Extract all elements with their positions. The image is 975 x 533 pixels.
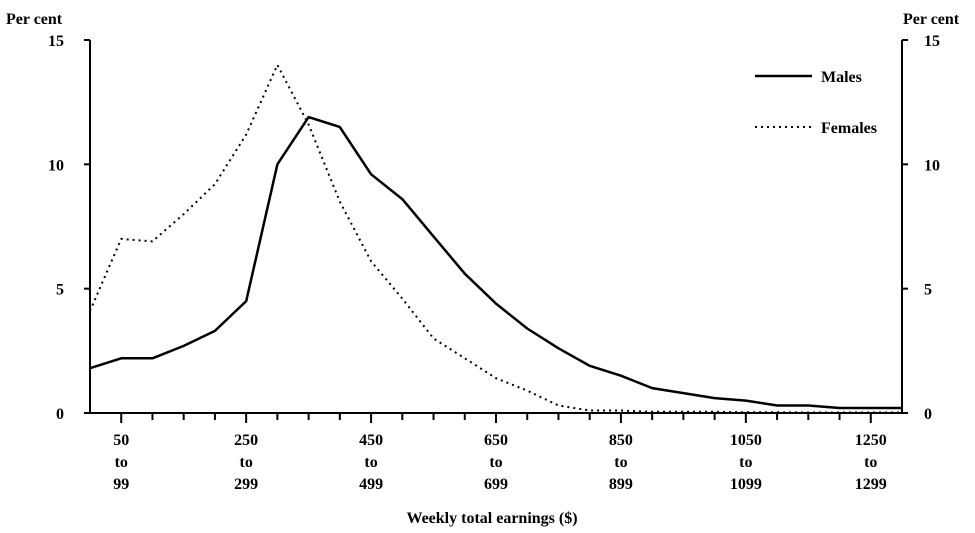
x-tick-label: 1099 (730, 476, 762, 493)
y-tick-label-left: 5 (56, 282, 64, 299)
x-tick-label: 250 (234, 432, 258, 449)
y-tick-label-right: 15 (924, 33, 940, 50)
y-tick-label-left: 15 (48, 33, 64, 50)
x-tick-label: to (489, 454, 502, 471)
x-tick-label: 1299 (855, 476, 887, 493)
x-tick-label: 1250 (855, 432, 887, 449)
series-group (89, 63, 902, 414)
x-tick-label: to (115, 454, 128, 471)
x-ticks: 50 to 99 250 to 299 450 to 499 650 to 699 850 to 899 10… (113, 413, 887, 493)
x-tick-label: to (364, 454, 377, 471)
x-tick-label: 299 (234, 476, 258, 493)
y-tick-label-left: 0 (56, 406, 64, 423)
x-tick-label: 899 (609, 476, 633, 493)
legend-males-label: Males (821, 69, 862, 86)
y-tick-label-right: 0 (924, 406, 932, 423)
series-line-males (89, 115, 902, 410)
x-tick-label: 450 (359, 432, 383, 449)
y-tick-label-right: 5 (924, 282, 932, 299)
x-tick-label: 1050 (730, 432, 762, 449)
x-axis-title: Weekly total earnings ($) (406, 510, 577, 527)
x-tick-label: 499 (359, 476, 383, 493)
left-axis-title-text: Per cent (6, 11, 63, 28)
right-axis-title-text: Per cent (903, 11, 960, 28)
x-tick-label: 99 (113, 476, 129, 493)
y-tick-label-left: 10 (48, 157, 64, 174)
y-ticks: 0 0 5 5 10 10 15 15 (48, 33, 940, 423)
x-tick-label: to (739, 454, 752, 471)
legend-females-label: Females (821, 120, 877, 137)
left-axis-title: Per cent (6, 11, 63, 28)
x-tick-label: 50 (113, 432, 129, 449)
x-tick-label: to (239, 454, 252, 471)
x-tick-label: to (864, 454, 877, 471)
series-line-females (89, 63, 902, 414)
legend: Males Females (755, 69, 877, 137)
right-axis-title: Per cent (903, 11, 960, 28)
x-tick-label: 699 (484, 476, 508, 493)
x-tick-label: to (614, 454, 627, 471)
x-tick-label: 850 (609, 432, 633, 449)
x-tick-label: 650 (484, 432, 508, 449)
y-tick-label-right: 10 (924, 157, 940, 174)
